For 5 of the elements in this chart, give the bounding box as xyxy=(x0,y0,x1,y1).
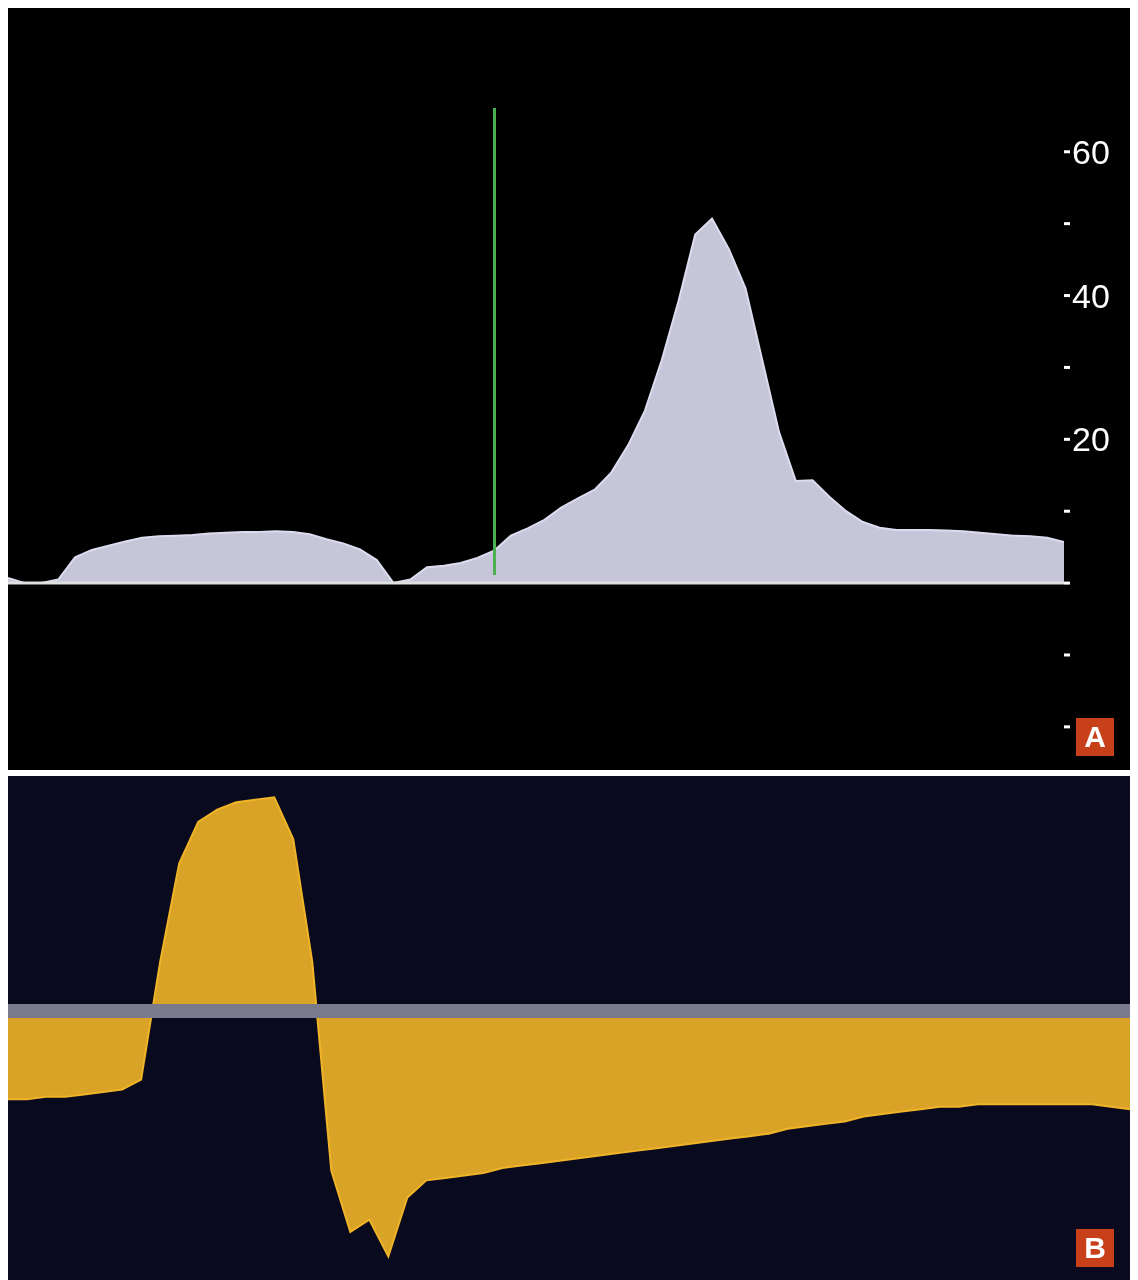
annotation: B xyxy=(1076,1229,1114,1267)
text: A xyxy=(1076,718,1114,756)
y-tick-label: 20 xyxy=(1072,420,1110,459)
y-tick-label: 60 xyxy=(1072,132,1110,171)
y-tick-label: 40 xyxy=(1072,276,1110,315)
